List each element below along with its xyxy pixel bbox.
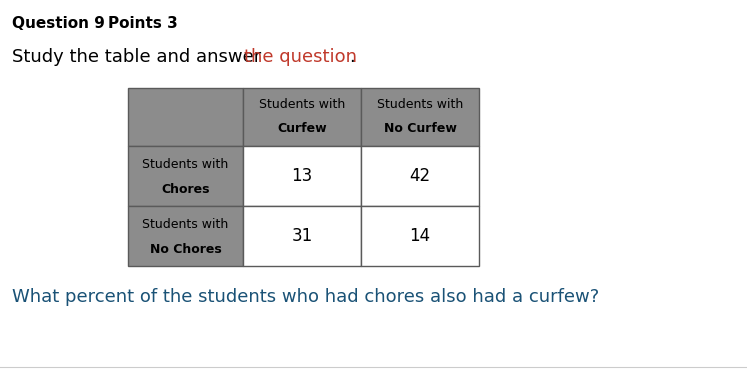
Text: Question 9: Question 9: [12, 16, 105, 31]
Text: the question: the question: [244, 48, 357, 66]
Text: Students with: Students with: [143, 158, 229, 171]
Text: Curfew: Curfew: [277, 122, 327, 135]
Bar: [243, 206, 361, 266]
Bar: [361, 146, 479, 206]
Text: Points 3: Points 3: [108, 16, 178, 31]
Text: 13: 13: [291, 167, 313, 185]
Bar: [243, 146, 361, 206]
Bar: [361, 88, 479, 146]
Text: Chores: Chores: [161, 183, 210, 196]
Text: No Curfew: No Curfew: [383, 122, 456, 135]
Text: Students with: Students with: [259, 98, 345, 111]
Text: 14: 14: [409, 227, 430, 245]
Text: 42: 42: [409, 167, 430, 185]
Bar: [361, 206, 479, 266]
Text: No Chores: No Chores: [149, 243, 221, 256]
Bar: [128, 146, 243, 206]
Bar: [128, 206, 243, 266]
Bar: [128, 88, 243, 146]
Text: .: .: [349, 48, 355, 66]
Text: Students with: Students with: [377, 98, 463, 111]
Text: 31: 31: [291, 227, 313, 245]
Text: What percent of the students who had chores also had a curfew?: What percent of the students who had cho…: [12, 288, 599, 306]
Text: Students with: Students with: [143, 217, 229, 231]
Bar: [243, 88, 361, 146]
Text: Study the table and answer: Study the table and answer: [12, 48, 267, 66]
